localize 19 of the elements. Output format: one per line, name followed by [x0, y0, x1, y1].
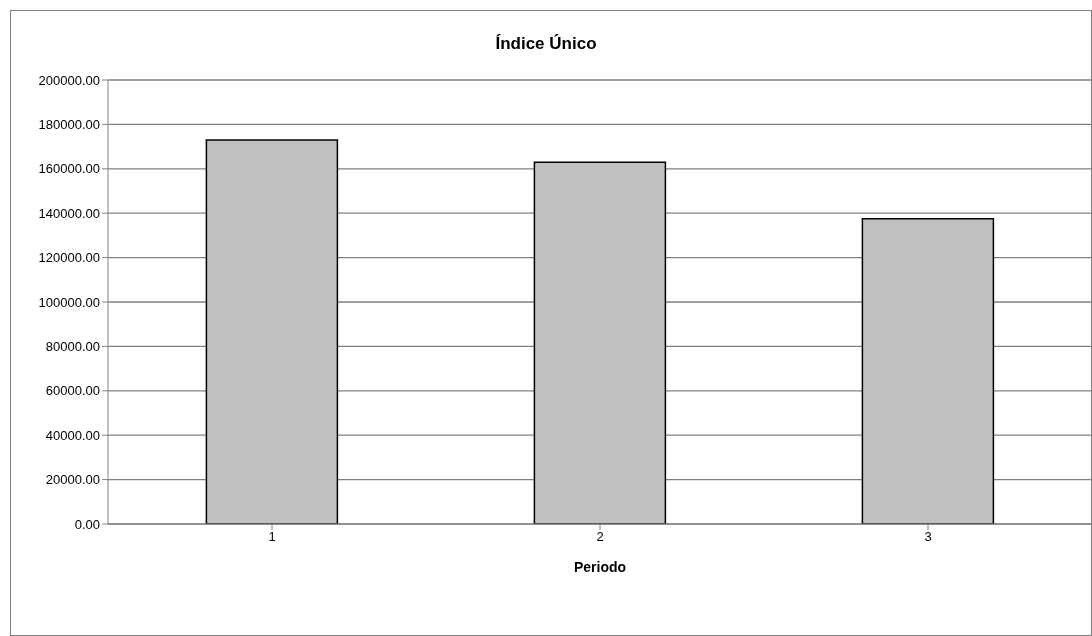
- bar: [205, 139, 339, 524]
- chart-title: Índice Único: [494, 34, 598, 54]
- y-tick-label: 0.00: [74, 516, 100, 532]
- y-tick-label: 200000.00: [38, 72, 100, 88]
- x-axis-title: Periodo: [573, 559, 627, 575]
- y-tick-label: 160000.00: [38, 161, 100, 177]
- bar: [533, 161, 667, 524]
- y-tick-label: 140000.00: [38, 205, 100, 221]
- y-tick-label: 60000.00: [45, 383, 100, 399]
- y-tick-label: 20000.00: [45, 472, 100, 488]
- y-tick-label: 100000.00: [38, 294, 100, 310]
- x-tick-label: 3: [924, 529, 932, 545]
- y-tick-label: 40000.00: [45, 427, 100, 443]
- x-tick-label: 2: [596, 529, 604, 545]
- y-tick-label: 120000.00: [38, 250, 100, 266]
- x-tick-label: 1: [268, 529, 276, 545]
- bar: [861, 218, 995, 524]
- y-tick-label: 180000.00: [38, 117, 100, 133]
- y-tick-label: 80000.00: [45, 339, 100, 355]
